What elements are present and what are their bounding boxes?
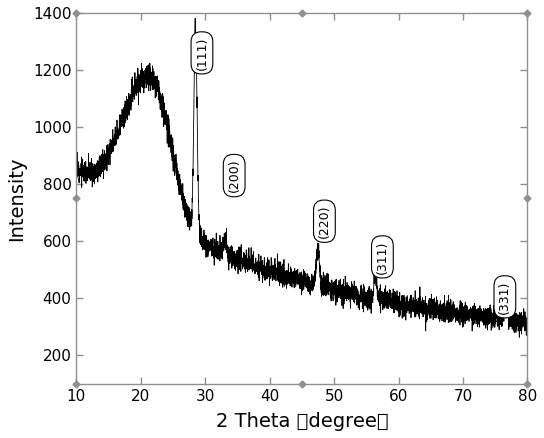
Text: (111): (111) [195, 36, 208, 70]
Text: (220): (220) [318, 205, 331, 238]
X-axis label: 2 Theta （degree）: 2 Theta （degree） [215, 412, 388, 431]
Text: (311): (311) [376, 240, 389, 274]
Y-axis label: Intensity: Intensity [7, 156, 26, 240]
Text: (331): (331) [498, 280, 511, 314]
Text: (200): (200) [227, 159, 240, 192]
